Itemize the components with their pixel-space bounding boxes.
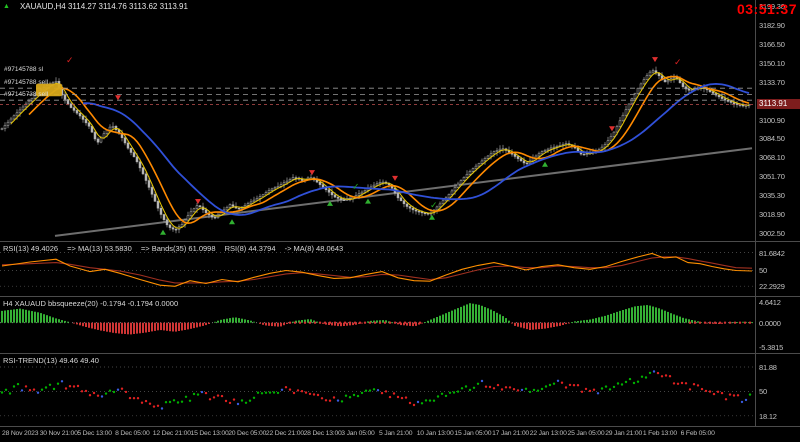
axis-label: 3166.50 [759, 39, 785, 49]
check-mark: ✓ [674, 57, 682, 67]
axis-label: 3084.50 [759, 134, 785, 144]
candle-countdown-timer: 03:51:37 [736, 1, 797, 17]
time-axis-label: 10 Jan 13:00 [416, 430, 454, 437]
axis-label: 3150.10 [759, 58, 785, 68]
order-sell-label-1[interactable]: #97145788 sell [4, 79, 49, 86]
time-axis-label: 5 Dec 13:00 [77, 430, 112, 437]
axis-label: 3002.50 [759, 229, 785, 238]
ma-slow-line [82, 82, 750, 216]
signal-up-arrow [542, 161, 548, 167]
price-axis[interactable]: 3113.91 3199.30 3182.90 3166.50 3150.10 3133… [755, 0, 800, 241]
rsi-indicator-panel[interactable]: RSI(13) 49.4026 => MA(13) 53.5830 => Ban… [0, 241, 800, 296]
rsi-trend-header: RSI-TREND(13) 49.46 49.40 [3, 356, 106, 365]
axis-label: 3035.30 [759, 191, 785, 201]
signal-up-arrow [365, 198, 371, 204]
axis-label: 18.12 [759, 411, 777, 421]
time-axis-label: 22 Jan 13:00 [529, 430, 567, 437]
axis-label: 4.6412 [759, 297, 781, 307]
axis-label: 22.2929 [759, 282, 785, 292]
signal-down-arrow [309, 170, 315, 176]
check-mark: ✓ [430, 200, 438, 210]
axis-label: -5.3815 [759, 343, 784, 353]
time-axis-label: 1 Feb 13:00 [642, 430, 677, 437]
signal-down-arrow [195, 199, 201, 204]
rsi-ma-8-value: -> MA(8) 48.0643 [284, 244, 344, 253]
time-axis-label: 22 Dec 21:00 [265, 430, 304, 437]
time-axis-label: 12 Dec 21:00 [152, 430, 191, 437]
signal-down-arrow [609, 126, 615, 132]
signal-down-arrow [652, 57, 658, 63]
symbol-ohlc-text: XAUAUD,H4 3114.27 3114.76 3113.62 3113.9… [19, 2, 188, 11]
ma-fast-line [10, 72, 750, 229]
rsi-8-value: RSI(8) 44.3794 [224, 244, 276, 253]
rsi-trend-values: RSI-TREND(13) 49.46 49.40 [3, 356, 99, 365]
time-axis-label: 6 Feb 05:00 [680, 430, 715, 437]
signal-up-arrow [229, 219, 235, 225]
time-axis-label: 15 Dec 13:00 [190, 430, 229, 437]
time-axis-label: 28 Dec 13:00 [303, 430, 342, 437]
time-axis-label: 17 Jan 21:00 [492, 430, 529, 437]
symbol-icon: ▲ [3, 3, 10, 10]
bbsqueeze-header: H4 XAUAUD bbsqueeze(20) -0.1794 -0.1794 … [3, 299, 185, 308]
bbsqueeze-indicator-panel[interactable]: H4 XAUAUD bbsqueeze(20) -0.1794 -0.1794 … [0, 296, 800, 353]
rsi-line [1, 252, 753, 287]
time-axis-label: 29 Jan 21:00 [605, 430, 643, 437]
bbsqueeze-values: H4 XAUAUD bbsqueeze(20) -0.1794 -0.1794 … [3, 299, 179, 308]
rsi-header: RSI(13) 49.4026 => MA(13) 53.5830 => Ban… [3, 244, 350, 253]
rsi-trend-indicator-panel[interactable]: RSI-TREND(13) 49.46 49.40 81.88 50 18.12 [0, 353, 800, 426]
time-axis-label: 20 Dec 05:00 [228, 430, 267, 437]
rsi-ma-line [1, 256, 753, 284]
candles-group [0, 66, 751, 234]
axis-label: 3182.90 [759, 20, 785, 30]
squeeze-dots [288, 321, 752, 324]
time-axis[interactable]: 28 Nov 2023 30 Nov 21:00 5 Dec 13:00 8 Dec … [0, 426, 800, 442]
time-axis-label: 25 Jan 05:00 [567, 430, 605, 437]
rsi-trend-axis[interactable]: 81.88 50 18.12 [755, 354, 800, 426]
signal-up-arrow [160, 229, 166, 235]
main-chart-panel[interactable]: ✓ ✓ ✓ ✓ ▲ XAUAUD,H4 3114.27 3114.76 3113.62… [0, 0, 800, 241]
axis-label: 81.88 [759, 363, 777, 373]
order-stoploss-label[interactable]: #97145788 sl [4, 66, 44, 73]
time-axis-label: 8 Dec 05:00 [115, 430, 150, 437]
order-sell-label-2[interactable]: #97145738 sell [4, 91, 49, 98]
axis-label: 3100.90 [759, 115, 785, 125]
rsi-13-value: RSI(13) 49.4026 [3, 244, 59, 253]
ma-mid-line [28, 75, 750, 225]
candlestick-chart[interactable]: ✓ ✓ ✓ ✓ [0, 0, 755, 241]
rsi-plot[interactable] [0, 242, 755, 296]
highlight-zone [36, 83, 62, 97]
rsi-axis[interactable]: 81.6842 50 22.2929 [755, 242, 800, 296]
axis-label: 50 [759, 266, 767, 276]
bbsqueeze-axis[interactable]: 4.6412 0.0000 -5.3815 [755, 297, 800, 353]
axis-label: 3068.10 [759, 153, 785, 163]
histogram-bars [1, 303, 753, 335]
time-axis-label: 5 Jan 21:00 [379, 430, 413, 437]
current-price-badge: 3113.91 [757, 98, 800, 109]
check-mark: ✓ [66, 55, 74, 65]
axis-label: 50 [759, 387, 767, 397]
time-axis-label: 28 Nov 2023 [2, 430, 39, 437]
signal-down-arrow [115, 95, 121, 101]
axis-label: 3133.70 [759, 77, 785, 87]
axis-label: 3051.70 [759, 172, 785, 182]
rsi-ma-13-value: => MA(13) 53.5830 [67, 244, 132, 253]
signal-up-arrow [327, 200, 333, 206]
check-mark: ✓ [352, 182, 360, 192]
bbsqueeze-plot[interactable] [0, 297, 755, 353]
axis-label: 3199.30 [759, 2, 785, 11]
trend-dots [0, 370, 752, 410]
symbol-info: ▲ XAUAUD,H4 3114.27 3114.76 3113.62 3113… [3, 2, 195, 11]
signal-down-arrow [392, 175, 398, 181]
rsi-bands-35-value: => Bands(35) 61.0998 [140, 244, 216, 253]
axis-label: 81.6842 [759, 248, 785, 258]
time-axis-label: 30 Nov 21:00 [39, 430, 78, 437]
axis-label: 3018.90 [759, 210, 785, 220]
axis-label: 0.0000 [759, 318, 781, 328]
rsi-trend-plot[interactable] [0, 354, 755, 426]
time-axis-label: 15 Jan 05:00 [454, 430, 492, 437]
time-axis-label: 3 Jan 05:00 [341, 430, 375, 437]
signal-up-arrow [429, 214, 435, 220]
